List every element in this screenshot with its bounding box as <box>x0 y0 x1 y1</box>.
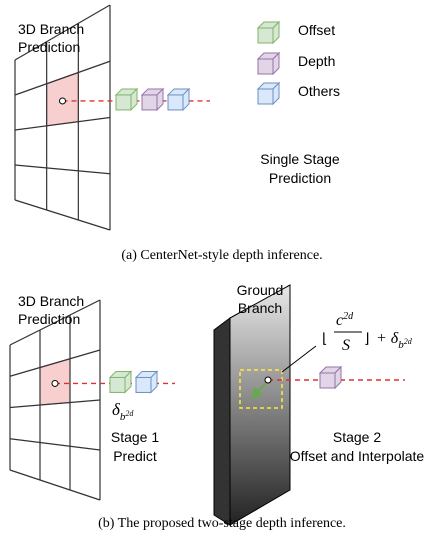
cube <box>168 95 183 110</box>
label: Stage 1 <box>111 429 159 445</box>
math: + δb2d <box>376 330 413 351</box>
cube <box>136 377 151 392</box>
slab-side <box>214 318 230 525</box>
grid-line <box>10 470 100 500</box>
math: ⌋ <box>364 332 369 347</box>
label: Single Stage <box>260 151 340 167</box>
label: Branch <box>238 300 282 316</box>
label: 3D Branch <box>18 293 84 309</box>
slab <box>230 285 290 525</box>
cube <box>110 377 125 392</box>
math: ⌊ <box>322 332 327 347</box>
formula: ⌊ c2d S ⌋ + δb2d <box>322 311 413 354</box>
label: Ground <box>237 282 284 298</box>
figure: 3D Branch Prediction Offset Depth Others… <box>0 0 444 542</box>
math: 2d <box>343 311 354 322</box>
label: 3D Branch <box>18 21 84 37</box>
cube <box>116 95 131 110</box>
math: δb2d <box>112 400 134 423</box>
point <box>265 377 271 383</box>
math: + δ <box>376 330 399 347</box>
grid-line <box>15 200 110 230</box>
label: Predict <box>113 448 157 464</box>
legend-label: Others <box>298 83 340 99</box>
point <box>52 380 58 386</box>
math: S <box>342 337 350 354</box>
label: Prediction <box>269 170 331 186</box>
label: Prediction <box>18 39 80 55</box>
caption: (a) CenterNet-style depth inference. <box>121 248 322 263</box>
grid-line <box>15 165 110 174</box>
cube <box>320 373 335 388</box>
grid-line <box>10 439 100 450</box>
label: Stage 2 <box>333 429 381 445</box>
legend-label: Offset <box>298 22 335 38</box>
cube <box>258 89 273 104</box>
caption: (b) The proposed two-stage depth inferen… <box>98 516 346 531</box>
math: c2d <box>336 311 354 329</box>
math: 2d <box>125 409 134 418</box>
cube <box>142 95 157 110</box>
label: Offset and Interpolate <box>290 448 425 464</box>
legend-label: Depth <box>298 53 335 69</box>
math: 2d <box>404 337 413 346</box>
math: c <box>336 312 343 329</box>
cube <box>258 59 273 74</box>
cube <box>258 28 273 43</box>
label: Prediction <box>18 311 80 327</box>
point <box>60 98 66 104</box>
